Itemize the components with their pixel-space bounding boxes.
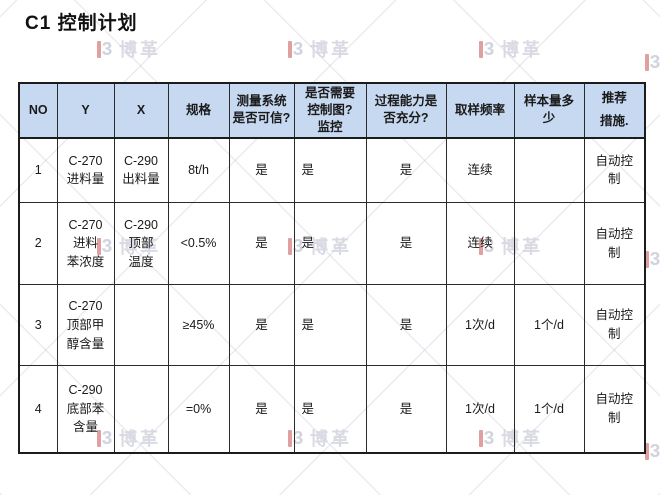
cell-y: C-270 进料量 — [56, 137, 115, 204]
cell-y: C-290 底部苯 含量 — [56, 365, 115, 454]
boge-logo-icon — [479, 39, 494, 59]
cell-no: 2 — [18, 202, 58, 286]
cell-spec: ≥45% — [167, 284, 230, 367]
cell-y: C-270 进料 苯浓度 — [56, 202, 115, 286]
cell-frequency: 连续 — [445, 137, 515, 204]
brand-watermark: 博革 — [645, 425, 660, 477]
cell-spec: <0.5% — [167, 202, 230, 286]
table-row: 4 C-290 底部苯 含量 =0% 是 是 是 1次/d 1个/d 自动控 制 — [18, 365, 646, 454]
cell-measure: 是 — [228, 137, 295, 204]
cell-spec: =0% — [167, 365, 230, 454]
brand-watermark: 博革 — [97, 36, 161, 62]
cell-x: C-290 顶部 温度 — [113, 202, 169, 286]
boge-logo-icon — [645, 249, 660, 269]
cell-no: 1 — [18, 137, 58, 204]
watermark-brand-text: 博革 — [119, 40, 162, 60]
brand-watermark: 博革 — [645, 36, 660, 88]
cell-capability: 是 — [365, 284, 447, 367]
brand-watermark: 博革 — [645, 233, 660, 285]
cell-action: 自动控 制 — [583, 202, 646, 286]
page-title: C1 控制计划 — [25, 13, 138, 34]
cell-action: 自动控 制 — [583, 137, 646, 204]
brand-watermark: 博革 — [288, 36, 352, 62]
cell-capability: 是 — [365, 137, 447, 204]
cell-chart: 是 — [293, 284, 367, 367]
boge-logo-icon — [645, 441, 660, 461]
cell-chart: 是 — [293, 137, 367, 204]
header-spec: 规格 — [167, 82, 230, 139]
boge-logo-icon — [97, 39, 112, 59]
cell-x — [113, 284, 169, 367]
cell-chart: 是 — [293, 365, 367, 454]
header-sample: 样本量多 少 — [513, 82, 585, 139]
cell-no: 4 — [18, 365, 58, 454]
cell-sample: 1个/d — [513, 284, 585, 367]
header-no: NO — [18, 82, 58, 139]
watermark-brand-text: 博革 — [501, 40, 544, 60]
cell-sample — [513, 137, 585, 204]
cell-measure: 是 — [228, 284, 295, 367]
table-row: 2 C-270 进料 苯浓度 C-290 顶部 温度 <0.5% 是 是 是 连… — [18, 202, 646, 286]
header-y: Y — [56, 82, 115, 139]
header-frequency: 取样频率 — [445, 82, 515, 139]
table-row: 1 C-270 进料量 C-290 出料量 8t/h 是 是 是 连续 自动控 … — [18, 137, 646, 204]
cell-spec: 8t/h — [167, 137, 230, 204]
cell-chart: 是 — [293, 202, 367, 286]
cell-sample — [513, 202, 585, 286]
table-container: NO Y X 规格 测量系统 是否可信? 是否需要 控制图? 监控 过程能力是 … — [18, 82, 646, 454]
table-row: 3 C-270 顶部甲 醇含量 ≥45% 是 是 是 1次/d 1个/d 自动控… — [18, 284, 646, 367]
cell-frequency: 1次/d — [445, 284, 515, 367]
cell-action: 自动控 制 — [583, 284, 646, 367]
cell-no: 3 — [18, 284, 58, 367]
cell-capability: 是 — [365, 365, 447, 454]
cell-x: C-290 出料量 — [113, 137, 169, 204]
boge-logo-icon — [288, 39, 303, 59]
brand-watermark: 博革 — [479, 36, 543, 62]
cell-capability: 是 — [365, 202, 447, 286]
cell-frequency: 1次/d — [445, 365, 515, 454]
header-capability: 过程能力是 否充分? — [365, 82, 447, 139]
header-measure: 测量系统 是否可信? — [228, 82, 295, 139]
cell-measure: 是 — [228, 202, 295, 286]
watermark-brand-text: 博革 — [310, 40, 353, 60]
cell-sample: 1个/d — [513, 365, 585, 454]
cell-frequency: 连续 — [445, 202, 515, 286]
cell-action: 自动控 制 — [583, 365, 646, 454]
boge-logo-icon — [645, 52, 660, 72]
header-action: 推荐 措施. — [583, 82, 646, 139]
header-x: X — [113, 82, 169, 139]
cell-x — [113, 365, 169, 454]
control-plan-table: NO Y X 规格 测量系统 是否可信? 是否需要 控制图? 监控 过程能力是 … — [18, 82, 646, 454]
cell-measure: 是 — [228, 365, 295, 454]
header-chart: 是否需要 控制图? 监控 — [293, 82, 367, 139]
cell-y: C-270 顶部甲 醇含量 — [56, 284, 115, 367]
header-row: NO Y X 规格 测量系统 是否可信? 是否需要 控制图? 监控 过程能力是 … — [18, 82, 646, 139]
